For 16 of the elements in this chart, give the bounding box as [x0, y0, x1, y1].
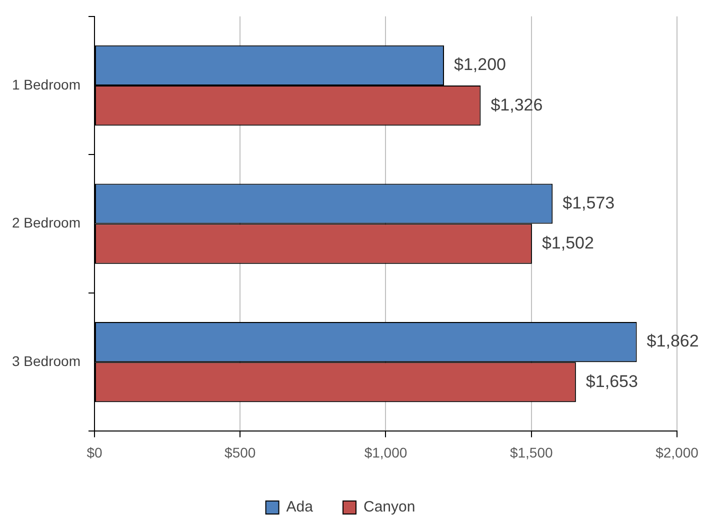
x-tick-label: $500 [224, 444, 256, 460]
data-label: $1,326 [490, 95, 543, 114]
x-tick-label: $1,000 [364, 444, 408, 460]
legend-label: Canyon [363, 498, 416, 516]
y-tick-label: 3 Bedroom [12, 352, 80, 369]
data-label: $1,502 [542, 234, 594, 253]
y-tick-label: 1 Bedroom [12, 76, 80, 92]
x-tick-label: $1,500 [510, 444, 553, 460]
y-tick-label: 2 Bedroom [12, 214, 80, 231]
x-tick-label: $2,000 [656, 444, 699, 460]
data-label: $1,653 [586, 372, 638, 391]
x-tick-label: $0 [86, 444, 102, 460]
data-label: $1,862 [646, 332, 699, 351]
legend-label: Ada [286, 498, 314, 516]
data-label: $1,200 [454, 55, 506, 74]
data-label: $1,573 [562, 193, 615, 212]
